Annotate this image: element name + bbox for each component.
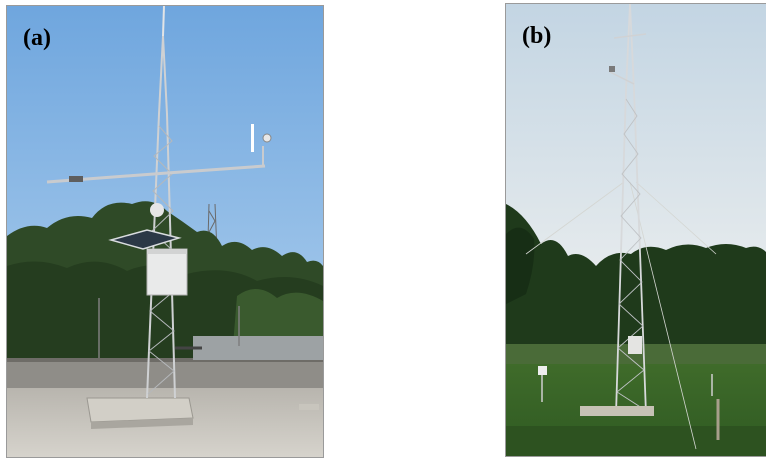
solar-panel bbox=[108, 229, 182, 250]
panel-label-a: (a) bbox=[23, 25, 51, 51]
rooftop-weather-station-photo bbox=[7, 6, 323, 457]
guy-wires bbox=[525, 181, 717, 450]
tree-line bbox=[506, 204, 766, 354]
logger-enclosure bbox=[628, 336, 642, 354]
logger-enclosure bbox=[146, 248, 188, 296]
photo-panel-a: (a) bbox=[6, 5, 324, 458]
lattice-mast bbox=[615, 4, 647, 415]
concrete-base bbox=[580, 406, 654, 416]
concrete-base bbox=[86, 397, 194, 423]
field-weather-tower-photo bbox=[506, 4, 766, 456]
panel-label-b: (b) bbox=[522, 23, 552, 49]
photo-panel-b: (b) bbox=[505, 3, 766, 457]
crossarm bbox=[46, 164, 266, 184]
